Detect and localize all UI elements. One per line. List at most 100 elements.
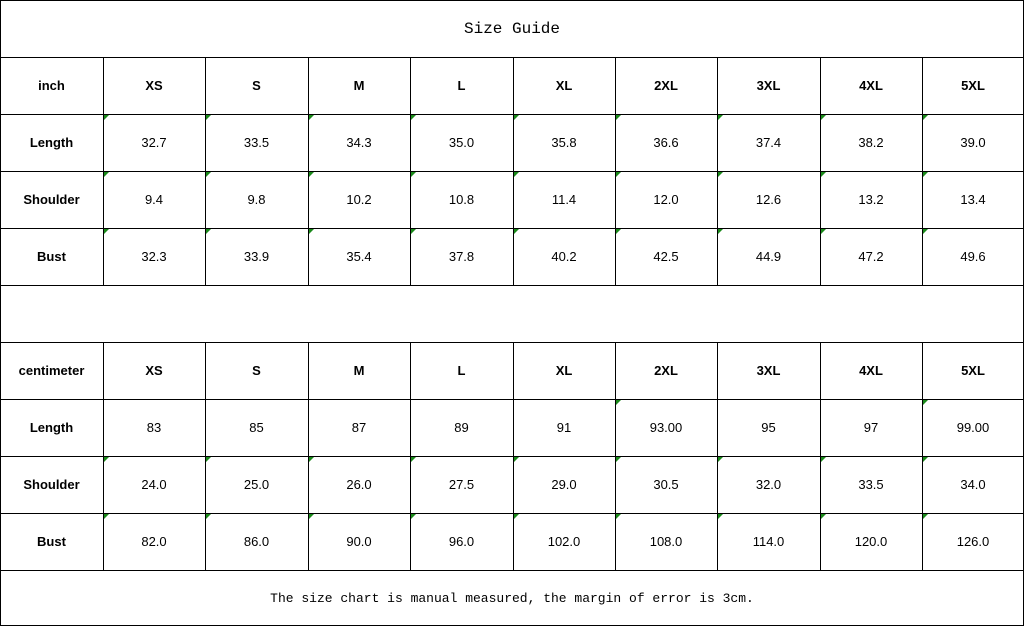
value-cell-text: 26.0 [346, 477, 372, 492]
grid-line [410, 342, 411, 570]
value-cell[interactable]: 90.0 [308, 513, 410, 570]
value-cell-text: 114.0 [752, 534, 785, 549]
value-cell[interactable]: 27.5 [410, 456, 513, 513]
size-header-2xl[interactable]: 2XL [615, 342, 717, 399]
value-cell[interactable]: 32.3 [103, 228, 205, 285]
grid-line [513, 342, 514, 570]
value-cell[interactable]: 82.0 [103, 513, 205, 570]
unit-header[interactable]: inch [0, 57, 103, 114]
size-header-s-text: S [252, 78, 261, 93]
value-cell[interactable]: 34.0 [922, 456, 1024, 513]
size-header-s[interactable]: S [205, 342, 308, 399]
row-label-shoulder-text: Shoulder [23, 477, 80, 492]
value-cell[interactable]: 108.0 [615, 513, 717, 570]
value-cell[interactable]: 126.0 [922, 513, 1024, 570]
value-cell[interactable]: 49.6 [922, 228, 1024, 285]
value-cell[interactable]: 10.2 [308, 171, 410, 228]
value-cell[interactable]: 95 [717, 399, 820, 456]
value-cell[interactable]: 32.0 [717, 456, 820, 513]
grid-line [0, 171, 1024, 172]
value-cell[interactable]: 37.8 [410, 228, 513, 285]
value-cell[interactable]: 13.2 [820, 171, 922, 228]
value-cell[interactable]: 37.4 [717, 114, 820, 171]
row-label-bust[interactable]: Bust [0, 513, 103, 570]
size-header-xl[interactable]: XL [513, 342, 615, 399]
value-cell[interactable]: 33.5 [205, 114, 308, 171]
value-cell[interactable]: 12.0 [615, 171, 717, 228]
value-cell[interactable]: 33.9 [205, 228, 308, 285]
row-label-length[interactable]: Length [0, 399, 103, 456]
value-cell[interactable]: 91 [513, 399, 615, 456]
unit-header[interactable]: centimeter [0, 342, 103, 399]
number-as-text-flag-icon [821, 229, 826, 234]
value-cell[interactable]: 86.0 [205, 513, 308, 570]
size-header-3xl[interactable]: 3XL [717, 57, 820, 114]
size-header-m[interactable]: M [308, 342, 410, 399]
value-cell[interactable]: 9.8 [205, 171, 308, 228]
value-cell[interactable]: 26.0 [308, 456, 410, 513]
size-header-5xl-text: 5XL [961, 78, 985, 93]
value-cell[interactable]: 30.5 [615, 456, 717, 513]
value-cell-text: 38.2 [858, 135, 884, 150]
size-header-xl-text: XL [555, 363, 573, 378]
row-label-bust[interactable]: Bust [0, 228, 103, 285]
value-cell[interactable]: 36.6 [615, 114, 717, 171]
size-header-xs[interactable]: XS [103, 342, 205, 399]
value-cell[interactable]: 12.6 [717, 171, 820, 228]
grid-line [0, 0, 1024, 1]
number-as-text-flag-icon [309, 514, 314, 519]
size-header-s[interactable]: S [205, 57, 308, 114]
value-cell[interactable]: 11.4 [513, 171, 615, 228]
value-cell[interactable]: 120.0 [820, 513, 922, 570]
size-header-3xl[interactable]: 3XL [717, 342, 820, 399]
size-header-5xl[interactable]: 5XL [922, 342, 1024, 399]
value-cell-text: 89 [454, 420, 469, 435]
unit-header-text: inch [38, 78, 65, 93]
size-header-m[interactable]: M [308, 57, 410, 114]
value-cell[interactable]: 83 [103, 399, 205, 456]
value-cell[interactable]: 96.0 [410, 513, 513, 570]
value-cell[interactable]: 35.0 [410, 114, 513, 171]
value-cell[interactable]: 93.00 [615, 399, 717, 456]
number-as-text-flag-icon [616, 457, 621, 462]
value-cell[interactable]: 99.00 [922, 399, 1024, 456]
value-cell[interactable]: 89 [410, 399, 513, 456]
value-cell[interactable]: 10.8 [410, 171, 513, 228]
value-cell[interactable]: 42.5 [615, 228, 717, 285]
row-label-shoulder[interactable]: Shoulder [0, 171, 103, 228]
value-cell[interactable]: 9.4 [103, 171, 205, 228]
size-header-xl[interactable]: XL [513, 57, 615, 114]
size-header-2xl[interactable]: 2XL [615, 57, 717, 114]
value-cell[interactable]: 114.0 [717, 513, 820, 570]
value-cell[interactable]: 13.4 [922, 171, 1024, 228]
value-cell[interactable]: 35.4 [308, 228, 410, 285]
size-header-4xl[interactable]: 4XL [820, 342, 922, 399]
size-header-l[interactable]: L [410, 57, 513, 114]
value-cell[interactable]: 87 [308, 399, 410, 456]
row-label-length-text: Length [29, 420, 74, 435]
value-cell[interactable]: 39.0 [922, 114, 1024, 171]
size-header-l[interactable]: L [410, 342, 513, 399]
value-cell-text: 10.2 [346, 192, 372, 207]
value-cell[interactable]: 35.8 [513, 114, 615, 171]
value-cell[interactable]: 33.5 [820, 456, 922, 513]
value-cell[interactable]: 85 [205, 399, 308, 456]
value-cell[interactable]: 102.0 [513, 513, 615, 570]
value-cell[interactable]: 25.0 [205, 456, 308, 513]
size-header-4xl[interactable]: 4XL [820, 57, 922, 114]
value-cell[interactable]: 29.0 [513, 456, 615, 513]
value-cell[interactable]: 40.2 [513, 228, 615, 285]
value-cell[interactable]: 32.7 [103, 114, 205, 171]
value-cell[interactable]: 38.2 [820, 114, 922, 171]
value-cell[interactable]: 47.2 [820, 228, 922, 285]
row-label-length[interactable]: Length [0, 114, 103, 171]
row-label-shoulder[interactable]: Shoulder [0, 456, 103, 513]
value-cell[interactable]: 24.0 [103, 456, 205, 513]
number-as-text-flag-icon [718, 514, 723, 519]
size-header-5xl[interactable]: 5XL [922, 57, 1024, 114]
value-cell-text: 33.5 [858, 477, 884, 492]
value-cell[interactable]: 34.3 [308, 114, 410, 171]
value-cell[interactable]: 97 [820, 399, 922, 456]
size-header-xs[interactable]: XS [103, 57, 205, 114]
value-cell[interactable]: 44.9 [717, 228, 820, 285]
